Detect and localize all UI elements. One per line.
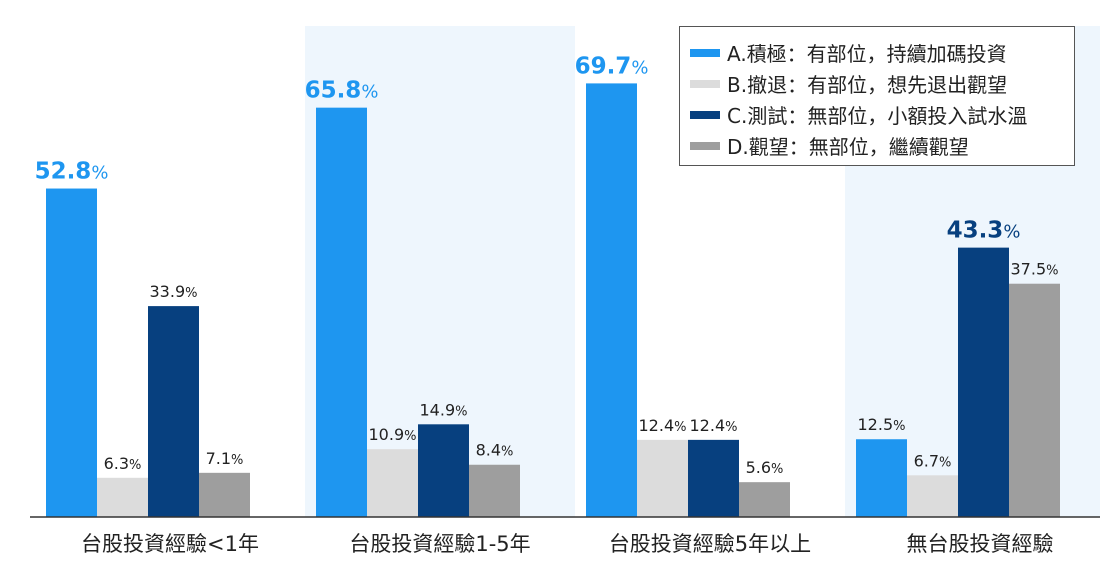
bar-label-1-1: 10.9% — [369, 425, 417, 444]
legend-swatch-c — [690, 110, 720, 119]
legend-label-b: B.撤退：有部位，想先退出觀望 — [727, 73, 1008, 97]
legend-swatch-d — [690, 141, 720, 150]
bar-2-0 — [586, 83, 637, 517]
bar-1-1 — [367, 449, 418, 517]
bar-label-1-3: 8.4% — [476, 441, 514, 460]
legend-label-a: A.積極：有部位，持續加碼投資 — [727, 42, 1007, 66]
category-label-3: 無台股投資經驗 — [907, 532, 1054, 556]
bar-1-3 — [469, 464, 520, 517]
bar-label-2-1: 12.4% — [639, 416, 687, 435]
bar-0-1 — [97, 477, 148, 517]
bar-label-0-0: 52.8% — [35, 159, 109, 185]
legend-swatch-a — [690, 48, 720, 57]
bar-label-1-2: 14.9% — [420, 400, 468, 419]
legend-label-d: D.觀望：無部位，繼續觀望 — [727, 135, 969, 159]
legend-item-c: C.測試：無部位，小額投入試水溫 — [690, 99, 1074, 130]
bar-0-2 — [148, 306, 199, 517]
bar-0-0 — [46, 188, 97, 518]
bar-3-2 — [958, 247, 1009, 517]
category-label-1: 台股投資經驗1-5年 — [349, 532, 530, 556]
bar-2-3 — [739, 482, 790, 517]
bar-0-3 — [199, 472, 250, 517]
bar-3-0 — [856, 439, 907, 517]
legend-item-d: D.觀望：無部位，繼續觀望 — [690, 130, 1074, 161]
bar-1-0 — [316, 107, 367, 517]
bar-1-2 — [418, 424, 469, 517]
legend-swatch-b — [690, 79, 720, 88]
bar-label-3-1: 6.7% — [914, 451, 952, 470]
bar-3-1 — [907, 475, 958, 517]
category-label-0: 台股投資經驗<1年 — [81, 532, 259, 556]
bar-label-3-3: 37.5% — [1011, 260, 1059, 279]
bar-2-2 — [688, 439, 739, 517]
legend: A.積極：有部位，持續加碼投資 B.撤退：有部位，想先退出觀望 C.測試：無部位… — [679, 26, 1075, 166]
bar-3-3 — [1009, 283, 1060, 517]
bar-label-2-3: 5.6% — [746, 458, 784, 477]
bar-label-0-2: 33.9% — [150, 282, 198, 301]
category-label-2: 台股投資經驗5年以上 — [609, 532, 811, 556]
bar-label-3-2: 43.3% — [947, 218, 1021, 244]
bar-label-3-0: 12.5% — [858, 415, 906, 434]
bar-label-1-0: 65.8% — [305, 78, 379, 104]
legend-item-b: B.撤退：有部位，想先退出觀望 — [690, 68, 1074, 99]
bar-label-2-2: 12.4% — [690, 416, 738, 435]
bar-label-2-0: 69.7% — [575, 53, 649, 79]
legend-label-c: C.測試：無部位，小額投入試水溫 — [727, 104, 1028, 128]
bar-2-1 — [637, 439, 688, 517]
bar-label-0-3: 7.1% — [206, 449, 244, 468]
bar-label-0-1: 6.3% — [104, 454, 142, 473]
legend-item-a: A.積極：有部位，持續加碼投資 — [690, 37, 1074, 68]
